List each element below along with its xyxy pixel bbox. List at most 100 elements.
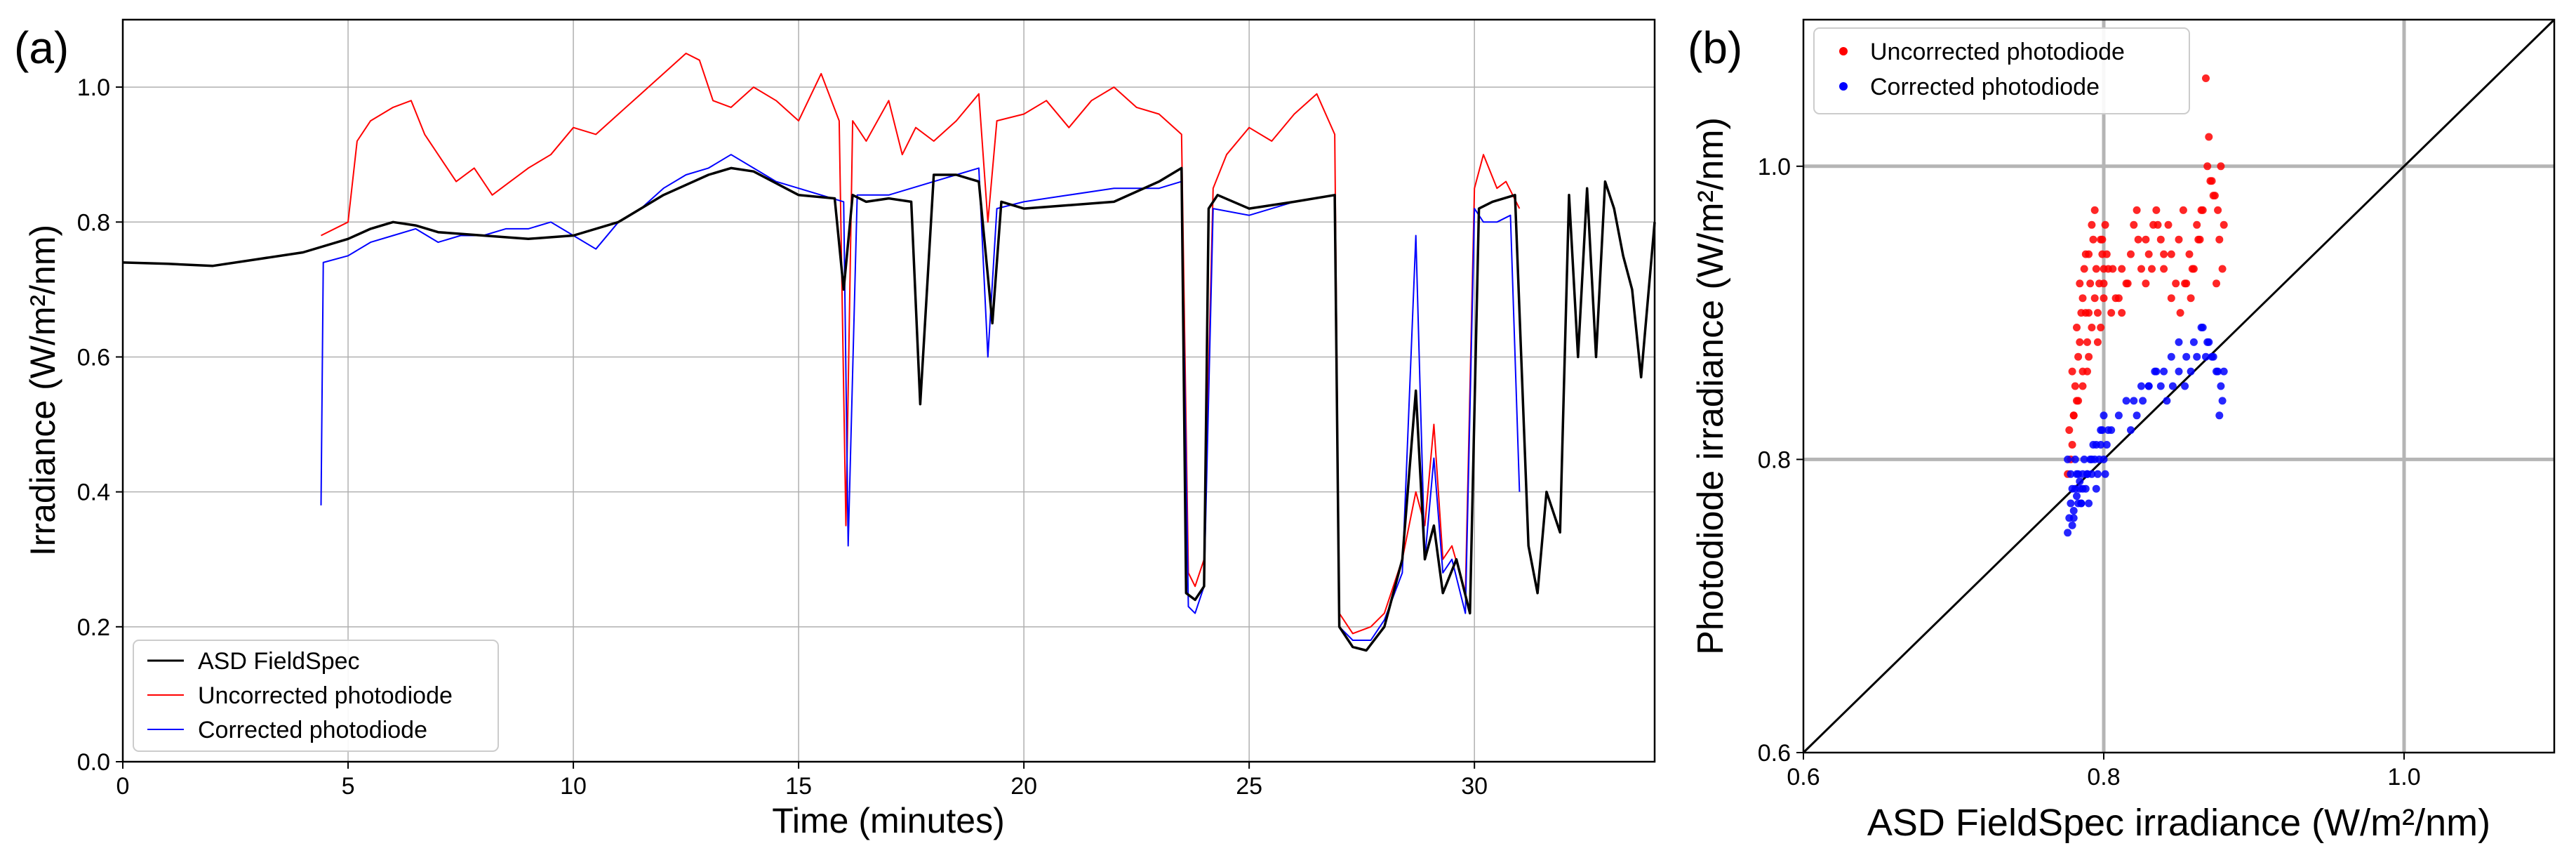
panel-a-x-tick-label: 15 bbox=[785, 773, 812, 800]
panel-b-x-tick-label: 0.6 bbox=[1787, 764, 1820, 790]
panel-b-point-uncorrected-photodiode bbox=[2085, 352, 2093, 361]
legend-a-corrected-label: Corrected photodiode bbox=[198, 717, 427, 743]
panel-b-point-uncorrected-photodiode bbox=[2080, 265, 2088, 273]
panel-b-point-uncorrected-photodiode bbox=[2181, 279, 2189, 288]
legend-b-uncorrected-swatch bbox=[1839, 47, 1848, 55]
panel-b-y-tick-label: 0.8 bbox=[1758, 446, 1791, 473]
panel-b-point-corrected-photodiode bbox=[2167, 352, 2175, 361]
panel-b-point-corrected-photodiode bbox=[2093, 470, 2102, 478]
panel-b-point-corrected-photodiode bbox=[2107, 426, 2116, 435]
panel-a-y-tick-label: 0.2 bbox=[77, 614, 110, 641]
panel-b-point-corrected-photodiode bbox=[2092, 484, 2100, 493]
panel-b-point-corrected-photodiode bbox=[2100, 411, 2108, 420]
panel-b-point-uncorrected-photodiode bbox=[2074, 352, 2083, 361]
panel-b-point-uncorrected-photodiode bbox=[2196, 235, 2204, 244]
panel-b-point-corrected-photodiode bbox=[2218, 397, 2227, 405]
panel-b-y-tick-label: 0.6 bbox=[1758, 740, 1791, 767]
panel-b-point-uncorrected-photodiode bbox=[2218, 265, 2227, 273]
panel-b-point-corrected-photodiode bbox=[2102, 441, 2111, 449]
panel-b-point-corrected-photodiode bbox=[2097, 426, 2105, 435]
legend-a-asd-label: ASD FieldSpec bbox=[198, 648, 360, 675]
panel-b-x-ticks: 0.6 0.8 1.0 bbox=[1787, 753, 2421, 790]
panel-b-point-corrected-photodiode bbox=[2073, 492, 2081, 501]
panel-b-point-uncorrected-photodiode bbox=[2100, 279, 2108, 288]
panel-a-line-uncorrected-photodiode bbox=[321, 53, 1521, 635]
panel-a-y-axis-title: Irradiance (W/m²/nm) bbox=[23, 225, 62, 556]
panel-b-point-corrected-photodiode bbox=[2083, 470, 2091, 478]
panel-b-point-corrected-photodiode bbox=[2217, 382, 2225, 390]
panel-b-point-uncorrected-photodiode bbox=[2078, 382, 2087, 390]
panel-b-point-corrected-photodiode bbox=[2139, 397, 2147, 405]
panel-b-point-uncorrected-photodiode bbox=[2156, 235, 2165, 244]
panel-a-y-tick-label: 0.4 bbox=[77, 479, 110, 506]
panel-b-y-axis-title: Photodiode irradiance (W/m²/nm) bbox=[1690, 117, 1731, 655]
panel-b-point-uncorrected-photodiode bbox=[2107, 309, 2116, 317]
panel-b-point-corrected-photodiode bbox=[2220, 367, 2228, 376]
panel-b-grid bbox=[1803, 20, 2554, 753]
panel-a-series bbox=[122, 53, 1656, 652]
panel-b-point-corrected-photodiode bbox=[2203, 338, 2212, 346]
panel-b-point-uncorrected-photodiode bbox=[2097, 324, 2105, 331]
panel-b-point-corrected-photodiode bbox=[2080, 455, 2088, 463]
panel-b-point-uncorrected-photodiode bbox=[2089, 235, 2097, 244]
panel-b-point-uncorrected-photodiode bbox=[2093, 309, 2102, 317]
panel-a-x-ticks: 0 5 10 15 20 25 30 bbox=[116, 762, 1488, 800]
legend-b-corrected-swatch bbox=[1839, 82, 1848, 91]
panel-b-point-uncorrected-photodiode bbox=[2109, 265, 2117, 273]
panel-b-y-ticks: 0.6 0.8 1.0 bbox=[1758, 154, 1803, 767]
panel-b-point-corrected-photodiode bbox=[2069, 507, 2078, 515]
panel-b-point-uncorrected-photodiode bbox=[2068, 441, 2076, 449]
panel-b-point-uncorrected-photodiode bbox=[2144, 250, 2153, 258]
panel-b-point-uncorrected-photodiode bbox=[2118, 265, 2126, 273]
panel-b-point-corrected-photodiode bbox=[2182, 352, 2191, 361]
panel-b-point-corrected-photodiode bbox=[2069, 514, 2078, 522]
panel-b-point-uncorrected-photodiode bbox=[2073, 324, 2081, 331]
panel-b-point-corrected-photodiode bbox=[2092, 441, 2100, 449]
panel-b-point-corrected-photodiode bbox=[2160, 367, 2168, 376]
panel-b-point-corrected-photodiode bbox=[2175, 367, 2183, 376]
panel-b-point-uncorrected-photodiode bbox=[2217, 162, 2225, 171]
panel-b-point-uncorrected-photodiode bbox=[2090, 206, 2099, 214]
panel-a-legend-box bbox=[133, 640, 499, 752]
panel-b-point-uncorrected-photodiode bbox=[2134, 235, 2142, 244]
panel-b-point-corrected-photodiode bbox=[2133, 411, 2141, 420]
panel-b-point-uncorrected-photodiode bbox=[2065, 426, 2074, 435]
panel-b-point-corrected-photodiode bbox=[2064, 455, 2072, 463]
panel-b-point-corrected-photodiode bbox=[2208, 352, 2216, 361]
panel-a-x-tick-label: 20 bbox=[1010, 773, 1037, 800]
panel-b-point-corrected-photodiode bbox=[2202, 352, 2210, 361]
panel-b-point-corrected-photodiode bbox=[2151, 367, 2159, 376]
panel-b-point-uncorrected-photodiode bbox=[2074, 397, 2083, 405]
panel-b-point-uncorrected-photodiode bbox=[2142, 235, 2150, 244]
panel-b: (b) 0.6 0.8 1.0 0.6 0.8 1.0 ASD FieldSpec ir… bbox=[1688, 18, 2556, 844]
panel-a-frame bbox=[121, 18, 1656, 763]
panel-b-point-corrected-photodiode bbox=[2068, 484, 2076, 493]
panel-b-point-corrected-photodiode bbox=[2067, 499, 2075, 508]
panel-b-label: (b) bbox=[1688, 22, 1742, 73]
panel-b-frame bbox=[1802, 18, 2556, 754]
panel-b-point-uncorrected-photodiode bbox=[2137, 265, 2145, 273]
panel-b-point-uncorrected-photodiode bbox=[2203, 162, 2212, 171]
panel-b-point-corrected-photodiode bbox=[2175, 338, 2183, 346]
panel-a: (a) 0 5 10 15 20 25 30 0.0 0.2 0.4 0.6 0.8 1.0 Time… bbox=[14, 18, 1656, 840]
panel-b-point-uncorrected-photodiode bbox=[2214, 206, 2222, 214]
panel-b-point-uncorrected-photodiode bbox=[2164, 220, 2173, 229]
panel-b-point-uncorrected-photodiode bbox=[2188, 265, 2196, 273]
panel-b-point-corrected-photodiode bbox=[2127, 426, 2135, 435]
panel-b-point-uncorrected-photodiode bbox=[2215, 235, 2224, 244]
panel-a-line-corrected-photodiode bbox=[320, 154, 1521, 641]
panel-b-point-uncorrected-photodiode bbox=[2098, 235, 2107, 244]
panel-b-point-corrected-photodiode bbox=[2144, 382, 2153, 390]
panel-b-point-uncorrected-photodiode bbox=[2078, 367, 2087, 376]
legend-b-uncorrected-label: Uncorrected photodiode bbox=[1870, 39, 2125, 65]
panel-b-point-uncorrected-photodiode bbox=[2090, 294, 2099, 303]
panel-b-point-corrected-photodiode bbox=[2181, 382, 2189, 390]
panel-b-point-corrected-photodiode bbox=[2137, 382, 2145, 390]
panel-a-y-tick-label: 0.0 bbox=[77, 749, 110, 776]
panel-b-point-uncorrected-photodiode bbox=[2213, 279, 2220, 288]
panel-b-point-uncorrected-photodiode bbox=[2167, 294, 2175, 303]
panel-b-point-corrected-photodiode bbox=[2101, 470, 2109, 478]
panel-b-point-uncorrected-photodiode bbox=[2154, 220, 2162, 229]
panel-b-point-uncorrected-photodiode bbox=[2078, 294, 2087, 303]
panel-b-point-uncorrected-photodiode bbox=[2179, 206, 2187, 214]
